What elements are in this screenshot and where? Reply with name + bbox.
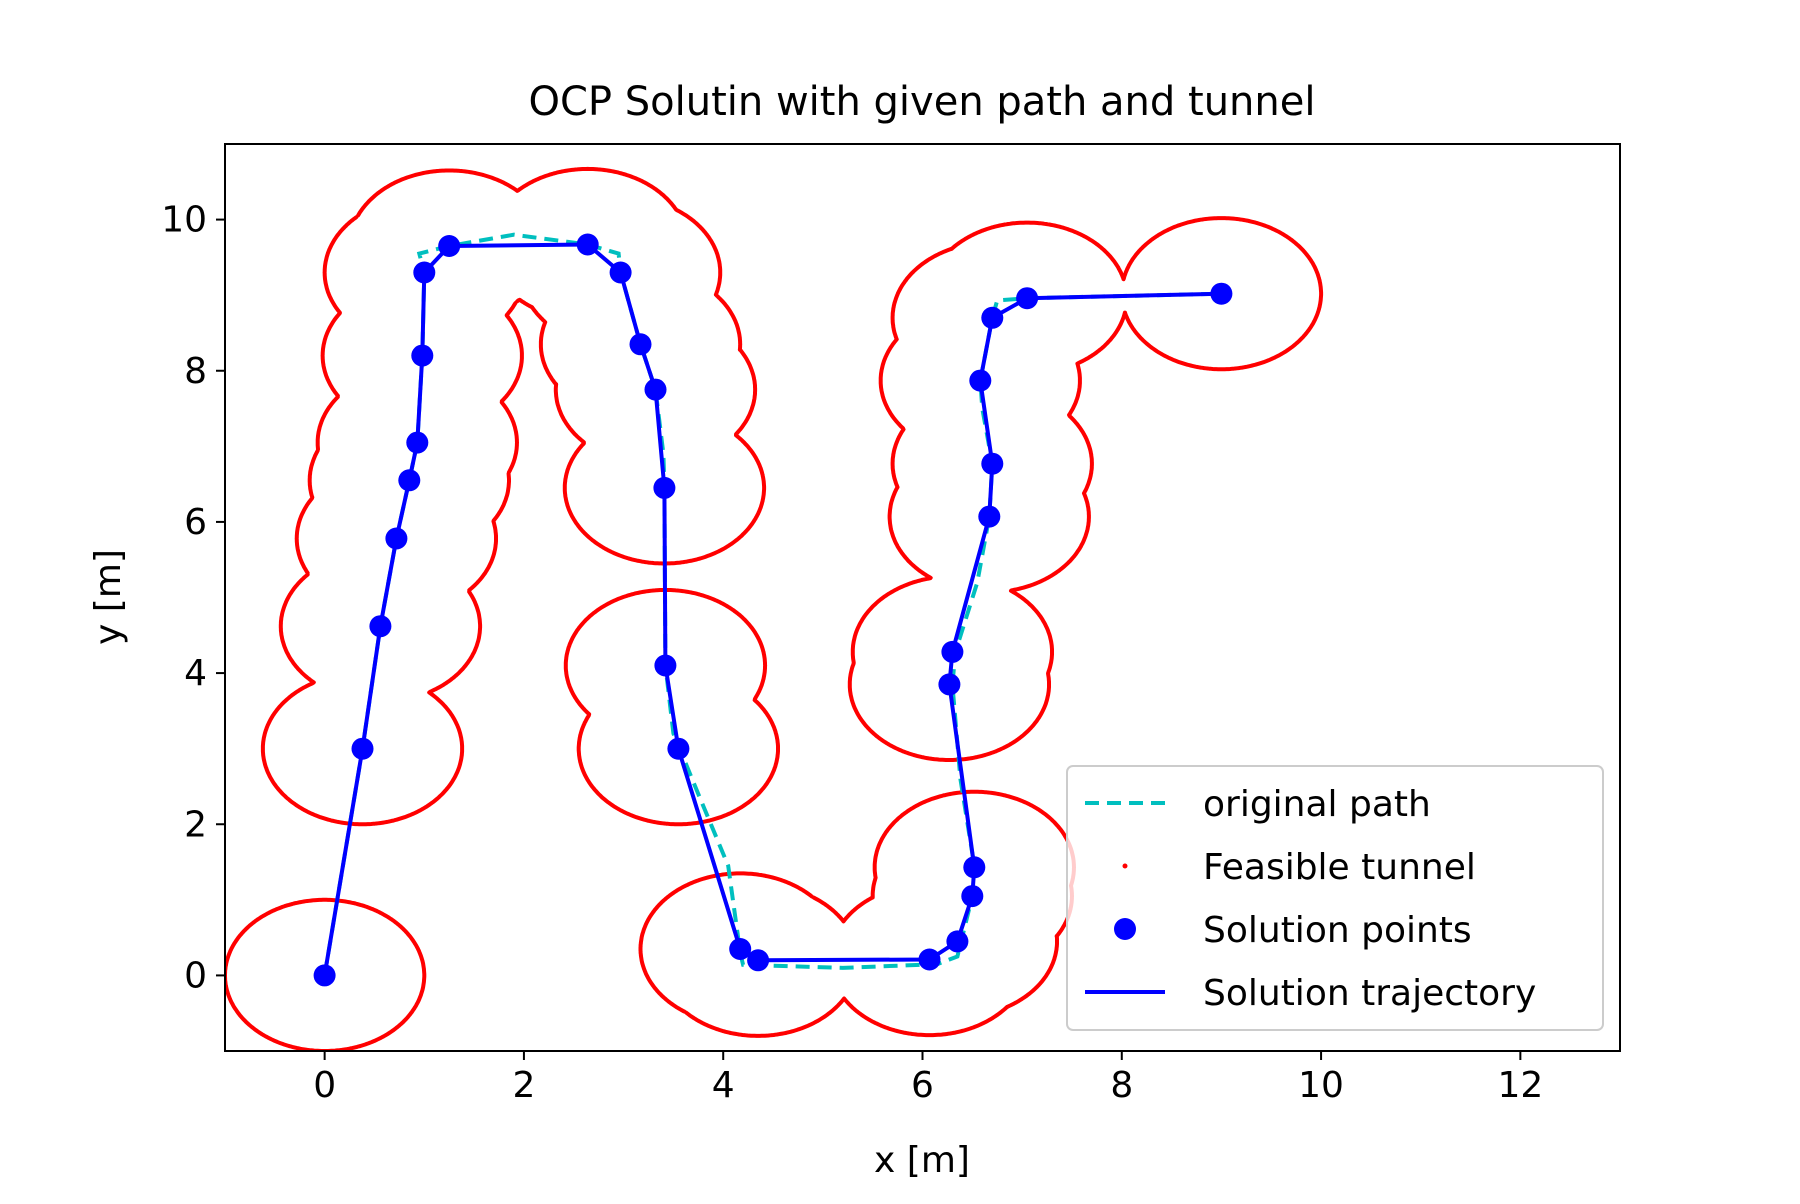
solution-point: [747, 949, 770, 972]
feasible-tunnel-arc: [516, 166, 678, 310]
feasible-tunnel-arc: [684, 895, 846, 1038]
feasible-tunnel-arc: [847, 661, 1051, 762]
x-tick-label: 12: [1497, 1065, 1543, 1106]
y-tick-label: 0: [184, 955, 207, 996]
solution-point: [644, 378, 667, 401]
solution-point: [667, 737, 690, 760]
feasible-tunnel-arc: [842, 895, 1009, 1038]
x-tick-label: 2: [512, 1065, 535, 1106]
legend-box: [1066, 765, 1604, 1031]
solution-point: [654, 654, 677, 677]
solution-point: [369, 615, 392, 638]
solution-point: [961, 885, 984, 908]
feasible-tunnel-arc: [638, 871, 814, 1014]
feasible-tunnel-arc: [315, 395, 519, 475]
chart-title: OCP Solutin with given path and tunnel: [529, 79, 1316, 125]
solution-point: [406, 431, 429, 454]
legend-label-feasible-tunnel: Feasible tunnel: [1203, 847, 1476, 888]
solution-point: [938, 673, 961, 696]
y-tick-label: 10: [161, 200, 207, 241]
feasible-tunnel-arc: [562, 433, 767, 566]
feasible-tunnel-arc: [949, 220, 1127, 365]
legend-swatch-solution-points: [1114, 918, 1136, 940]
solution-point: [1210, 282, 1233, 305]
solution-point: [981, 306, 1004, 329]
solution-point: [438, 235, 461, 257]
legend-label-solution-trajectory: Solution trajectory: [1203, 973, 1536, 1014]
solution-point: [963, 856, 986, 879]
legend-label-solution-points: Solution points: [1203, 910, 1472, 951]
solution-point: [411, 344, 434, 367]
feasible-tunnel-arc: [890, 246, 954, 341]
solution-point: [729, 938, 752, 960]
feasible-tunnel-arc: [307, 448, 511, 523]
solution-point: [576, 233, 599, 256]
y-axis-label: y [m]: [88, 549, 129, 645]
solution-point: [981, 452, 1004, 475]
feasible-tunnel-arc: [320, 311, 524, 404]
feasible-tunnel-arc: [278, 572, 483, 694]
y-tick-label: 8: [184, 351, 207, 392]
solution-point: [941, 640, 964, 663]
feasible-tunnel-arc: [850, 576, 1054, 675]
solution-point: [1016, 287, 1039, 310]
solution-point: [351, 737, 374, 760]
feasible-tunnel-arc: [294, 496, 498, 593]
x-tick-label: 6: [911, 1065, 934, 1106]
legend-label-original-path: original path: [1203, 784, 1431, 825]
x-tick-label: 4: [712, 1065, 735, 1106]
solution-point: [918, 948, 941, 971]
feasible-tunnel-arc: [890, 414, 1094, 494]
solution-point: [978, 505, 1001, 528]
legend-swatch-feasible-tunnel: [1122, 863, 1128, 869]
y-tick-label: 2: [184, 804, 207, 845]
feasible-tunnel-arc: [260, 681, 465, 827]
solution-point: [609, 261, 632, 284]
y-axis: 0 2 4 6 8 10: [161, 200, 225, 996]
solution-point: [653, 476, 676, 499]
feasible-tunnel-arc: [322, 215, 518, 317]
solution-point: [969, 369, 992, 392]
feasible-tunnel-arc: [887, 486, 1091, 593]
x-axis: 0 2 4 6 8 10 12: [313, 1051, 1543, 1106]
solution-point: [413, 261, 436, 284]
x-axis-label: x [m]: [874, 1140, 970, 1181]
feasible-tunnel-arc: [225, 897, 427, 1051]
x-tick-label: 8: [1110, 1065, 1133, 1106]
solution-point: [946, 930, 969, 953]
feasible-tunnel-arc: [563, 587, 768, 717]
plot-area: [225, 166, 1324, 1051]
feasible-tunnel-arc: [1121, 216, 1324, 372]
y-tick-label: 6: [184, 502, 207, 543]
feasible-tunnel-arc: [576, 698, 780, 827]
legend: original path Feasible tunnel Solution p…: [1066, 765, 1604, 1031]
feasible-tunnel-arc: [878, 337, 1082, 431]
x-tick-label: 0: [313, 1065, 336, 1106]
feasible-tunnel-arc: [553, 347, 758, 445]
solution-point: [385, 527, 408, 550]
solution-point: [398, 469, 421, 492]
solution-point: [313, 964, 336, 987]
x-tick-label: 10: [1298, 1065, 1344, 1106]
feasible-tunnel-arc: [530, 207, 723, 324]
y-tick-label: 4: [184, 653, 207, 694]
solution-point: [629, 333, 652, 356]
